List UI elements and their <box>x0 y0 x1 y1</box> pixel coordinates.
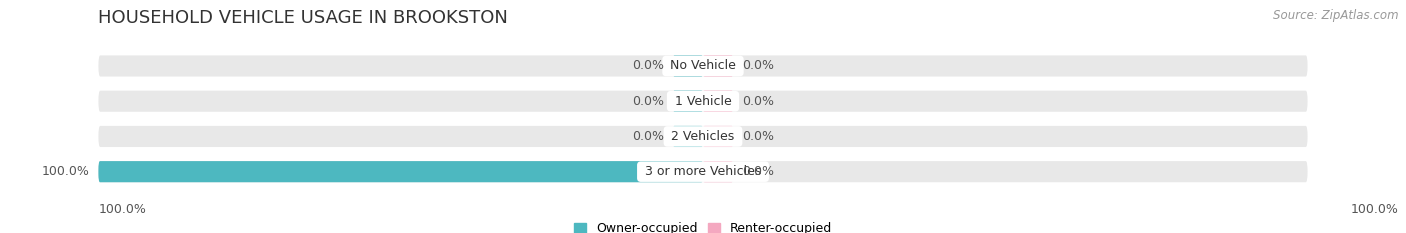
Text: HOUSEHOLD VEHICLE USAGE IN BROOKSTON: HOUSEHOLD VEHICLE USAGE IN BROOKSTON <box>98 9 509 27</box>
Text: 0.0%: 0.0% <box>631 59 664 72</box>
Text: 100.0%: 100.0% <box>98 203 146 216</box>
Legend: Owner-occupied, Renter-occupied: Owner-occupied, Renter-occupied <box>574 222 832 233</box>
Text: 2 Vehicles: 2 Vehicles <box>668 130 738 143</box>
Text: 0.0%: 0.0% <box>742 130 775 143</box>
FancyBboxPatch shape <box>98 126 1308 147</box>
Text: 100.0%: 100.0% <box>41 165 90 178</box>
FancyBboxPatch shape <box>98 55 1308 77</box>
FancyBboxPatch shape <box>703 55 734 77</box>
FancyBboxPatch shape <box>98 91 1308 112</box>
Text: Source: ZipAtlas.com: Source: ZipAtlas.com <box>1274 9 1399 22</box>
Text: 0.0%: 0.0% <box>742 165 775 178</box>
Text: No Vehicle: No Vehicle <box>666 59 740 72</box>
Text: 0.0%: 0.0% <box>631 130 664 143</box>
Text: 0.0%: 0.0% <box>742 95 775 108</box>
FancyBboxPatch shape <box>672 91 703 112</box>
FancyBboxPatch shape <box>703 126 734 147</box>
FancyBboxPatch shape <box>672 55 703 77</box>
FancyBboxPatch shape <box>98 161 1308 182</box>
Text: 1 Vehicle: 1 Vehicle <box>671 95 735 108</box>
Text: 0.0%: 0.0% <box>742 59 775 72</box>
Text: 0.0%: 0.0% <box>631 95 664 108</box>
FancyBboxPatch shape <box>703 91 734 112</box>
FancyBboxPatch shape <box>98 161 703 182</box>
Text: 3 or more Vehicles: 3 or more Vehicles <box>641 165 765 178</box>
Text: 100.0%: 100.0% <box>1351 203 1399 216</box>
FancyBboxPatch shape <box>703 161 734 182</box>
FancyBboxPatch shape <box>672 126 703 147</box>
